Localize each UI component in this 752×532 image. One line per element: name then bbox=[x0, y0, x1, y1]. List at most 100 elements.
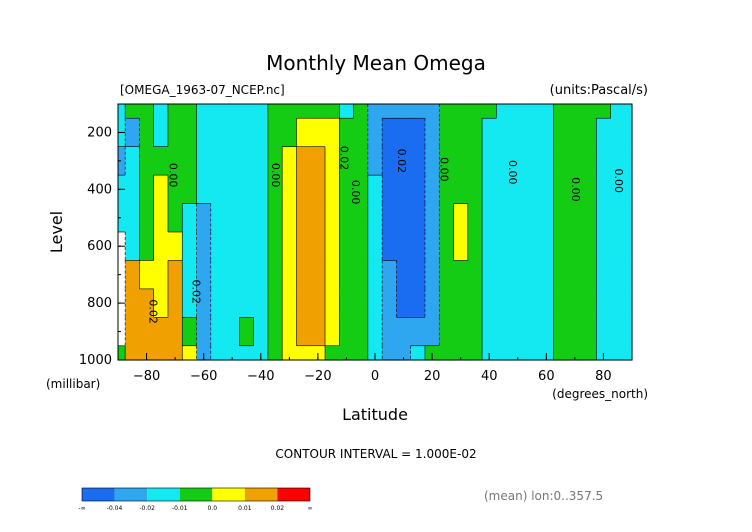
omega-cell bbox=[139, 146, 155, 176]
omega-cell bbox=[624, 232, 633, 262]
omega-cell bbox=[253, 118, 269, 148]
omega-cell bbox=[396, 260, 412, 290]
omega-cell bbox=[167, 345, 183, 361]
omega-cell bbox=[467, 260, 483, 290]
omega-cell bbox=[596, 317, 612, 347]
omega-cell bbox=[282, 104, 298, 119]
omega-cell bbox=[125, 345, 141, 361]
omega-cell bbox=[539, 260, 555, 290]
omega-cell bbox=[325, 288, 340, 318]
omega-cell bbox=[424, 317, 440, 347]
omega-cell bbox=[453, 104, 469, 119]
omega-cell bbox=[396, 146, 412, 176]
omega-cell bbox=[125, 118, 141, 148]
omega-cell bbox=[167, 260, 183, 290]
omega-cell bbox=[118, 260, 126, 290]
omega-cell bbox=[339, 118, 355, 148]
omega-cell bbox=[439, 104, 455, 119]
omega-cell bbox=[239, 288, 255, 318]
omega-cell bbox=[553, 317, 569, 347]
colorbar-label: 0.0 bbox=[208, 505, 218, 512]
omega-cell bbox=[253, 104, 269, 119]
omega-cell bbox=[339, 345, 355, 361]
omega-cell bbox=[167, 232, 183, 262]
omega-cell bbox=[239, 260, 255, 290]
omega-cell bbox=[267, 260, 283, 290]
omega-cell bbox=[267, 118, 283, 148]
omega-cell bbox=[153, 345, 169, 361]
omega-cell bbox=[253, 146, 269, 176]
omega-cell bbox=[225, 317, 240, 347]
omega-cell bbox=[624, 203, 633, 233]
omega-cell bbox=[382, 146, 398, 176]
omega-cell bbox=[596, 203, 612, 233]
omega-cell bbox=[539, 118, 555, 148]
omega-cell bbox=[524, 203, 540, 233]
omega-cell bbox=[267, 345, 283, 361]
omega-cell bbox=[510, 118, 526, 148]
omega-cell bbox=[382, 203, 398, 233]
omega-cell bbox=[310, 175, 326, 205]
omega-cell bbox=[339, 203, 355, 233]
omega-cell bbox=[282, 175, 298, 205]
omega-cell bbox=[239, 146, 255, 176]
contour-label: 0.00 bbox=[438, 157, 451, 182]
colorbar-swatch bbox=[82, 488, 115, 501]
omega-cell bbox=[582, 175, 597, 205]
omega-cell bbox=[182, 260, 198, 290]
omega-cell bbox=[267, 288, 283, 318]
omega-cell bbox=[567, 288, 583, 318]
omega-cell bbox=[296, 345, 312, 361]
omega-cell bbox=[182, 175, 198, 205]
omega-cell bbox=[596, 260, 612, 290]
omega-cell bbox=[439, 203, 455, 233]
omega-cell bbox=[453, 175, 469, 205]
omega-cell bbox=[596, 146, 612, 176]
omega-cell bbox=[196, 118, 212, 148]
omega-cell bbox=[539, 317, 555, 347]
omega-cell bbox=[467, 203, 483, 233]
omega-cell bbox=[353, 203, 369, 233]
omega-cell bbox=[296, 175, 312, 205]
omega-cell bbox=[210, 260, 226, 290]
omega-cell bbox=[325, 317, 340, 347]
omega-cell bbox=[396, 317, 412, 347]
omega-cell bbox=[596, 104, 612, 119]
omega-cell bbox=[139, 260, 155, 290]
omega-cell bbox=[553, 288, 569, 318]
colorbar-label: -0.04 bbox=[107, 505, 123, 512]
x-axis-label: Latitude bbox=[342, 405, 408, 424]
omega-cell bbox=[524, 118, 540, 148]
omega-cell bbox=[182, 146, 198, 176]
omega-cell bbox=[482, 104, 497, 119]
omega-cell bbox=[210, 288, 226, 318]
omega-cell bbox=[453, 203, 469, 233]
colorbar-swatch bbox=[244, 488, 278, 501]
omega-cell bbox=[296, 104, 312, 119]
omega-cell bbox=[296, 203, 312, 233]
omega-cell bbox=[310, 203, 326, 233]
omega-cell bbox=[225, 345, 240, 361]
contour-label: 0.00 bbox=[569, 177, 582, 202]
omega-cell bbox=[567, 175, 583, 205]
omega-cell bbox=[167, 175, 183, 205]
omega-cell bbox=[424, 288, 440, 318]
contour-label: 0.02 bbox=[189, 279, 202, 304]
omega-cell bbox=[424, 146, 440, 176]
x-tick-label: 40 bbox=[481, 369, 498, 384]
omega-cell bbox=[310, 317, 326, 347]
omega-cell bbox=[139, 104, 155, 119]
omega-cell bbox=[524, 146, 540, 176]
omega-cell bbox=[539, 203, 555, 233]
omega-cell bbox=[118, 345, 126, 361]
omega-cell bbox=[253, 203, 269, 233]
omega-cell bbox=[139, 232, 155, 262]
omega-cell bbox=[210, 317, 226, 347]
omega-cell bbox=[339, 288, 355, 318]
omega-cell bbox=[410, 104, 426, 119]
omega-cell bbox=[382, 317, 398, 347]
omega-cell bbox=[282, 288, 298, 318]
omega-cell bbox=[118, 317, 126, 347]
omega-cell bbox=[367, 232, 383, 262]
omega-cell bbox=[610, 288, 626, 318]
